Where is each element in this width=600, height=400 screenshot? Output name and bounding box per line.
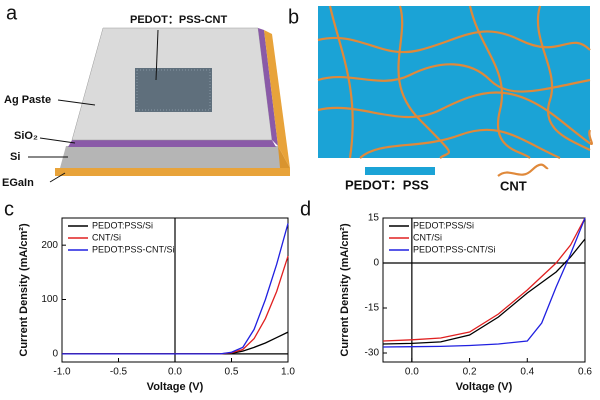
y-tick-label: 200 [41, 240, 58, 251]
legend-label: CNT/Si [92, 232, 121, 242]
y-tick-label: -30 [365, 348, 380, 359]
panel-label: c [4, 198, 14, 220]
panel-label: d [300, 198, 311, 220]
cnt-fiber [317, 63, 591, 93]
cnt-fiber [359, 128, 561, 160]
y-tick-label: 15 [368, 213, 380, 224]
y-tick-label: 0 [52, 348, 58, 359]
x-axis-label: Voltage (V) [456, 381, 513, 393]
cnt-fiber [536, 5, 591, 151]
cnt-network [317, 5, 594, 160]
legend-label: CNT [500, 178, 527, 193]
data-line [382, 217, 586, 342]
data-line [62, 223, 289, 355]
x-tick-label: 1.0 [281, 367, 295, 378]
legend-label: PEDOT:PSS-CNT/Si [413, 244, 496, 254]
x-axis-label: Voltage (V) [147, 381, 204, 393]
center-label: PEDOT：PSS-CNT [130, 14, 227, 26]
leader-line [57, 99, 96, 106]
leader-line [39, 137, 76, 144]
sio2-layer [68, 140, 276, 147]
y-tick-label: 0 [373, 258, 379, 269]
egain-layer [55, 168, 290, 176]
x-tick-label: 0.2 [463, 367, 477, 378]
legend-swatch [497, 163, 549, 177]
layer-label: SiO₂ [14, 130, 38, 142]
y-axis-label: Current Density (mA/cm²) [18, 223, 30, 357]
panel-label: b [288, 6, 299, 28]
legend-label: PEDOT：PSS [345, 177, 429, 192]
cnt-fiber [397, 5, 450, 159]
device-schematic [28, 27, 290, 183]
x-tick-label: 0.5 [225, 367, 239, 378]
legend-label: PEDOT:PSS/Si [92, 220, 153, 230]
legend-label: PEDOT:PSS-CNT/Si [92, 244, 175, 254]
y-tick-label: 100 [41, 294, 58, 305]
x-tick-label: 0.0 [405, 367, 419, 378]
layer-label: Si [10, 151, 20, 163]
x-tick-label: -1.0 [53, 367, 71, 378]
x-tick-label: 0.4 [520, 367, 534, 378]
egain-edge [264, 30, 290, 168]
data-line [382, 238, 586, 345]
plot-frame [382, 217, 586, 363]
y-axis-label: Current Density (mA/cm²) [339, 223, 351, 357]
layer-label: EGaIn [2, 177, 34, 189]
pedot-cnt-film [135, 68, 212, 112]
panel-label: a [6, 2, 18, 24]
leader-line [155, 29, 159, 81]
cnt-fiber [317, 91, 594, 146]
layer-label: Ag Paste [4, 94, 51, 106]
cnt-fiber [328, 5, 354, 159]
film-texture [136, 69, 211, 111]
leader-line [49, 172, 66, 183]
si-layer [60, 146, 280, 168]
x-tick-label: -0.5 [110, 367, 128, 378]
x-tick-label: 0.0 [168, 367, 182, 378]
y-tick-label: -15 [365, 303, 380, 314]
legend-label: PEDOT:PSS/Si [413, 220, 474, 230]
sio2-side [258, 28, 278, 146]
legend-swatch [365, 167, 435, 175]
cnt-fiber [468, 5, 531, 159]
cnt-fiber [317, 30, 591, 54]
legend-label: CNT/Si [413, 232, 442, 242]
data-line [382, 217, 586, 348]
pedot-matrix [318, 6, 590, 158]
x-tick-label: 0.6 [578, 367, 592, 378]
